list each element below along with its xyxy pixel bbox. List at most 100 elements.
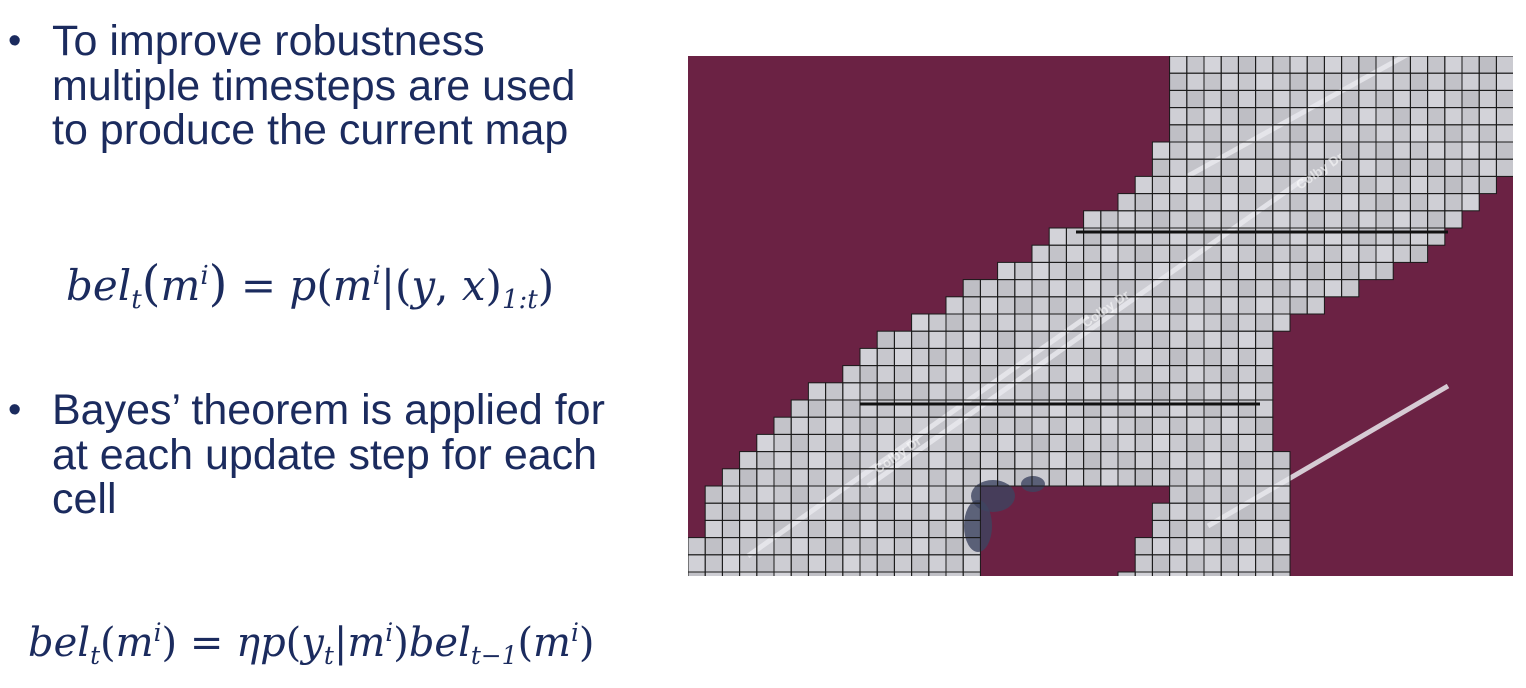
grid-cell	[1479, 56, 1497, 74]
grid-cell	[1238, 176, 1256, 194]
grid-cell	[1221, 468, 1239, 486]
grid-cell	[1186, 365, 1204, 383]
grid-cell	[1358, 193, 1376, 211]
grid-cell	[877, 520, 895, 538]
grid-cell	[946, 348, 964, 366]
grid-cell	[1204, 245, 1222, 263]
grid-cell	[1032, 262, 1050, 280]
grid-cell	[1238, 262, 1256, 280]
grid-cell	[1307, 159, 1325, 177]
grid-cell	[1238, 434, 1256, 452]
grid-cell	[1376, 176, 1394, 194]
grid-cell	[1032, 434, 1050, 452]
grid-cell-border	[1461, 193, 1480, 212]
grid-cell	[705, 572, 723, 576]
grid-cell	[928, 503, 946, 521]
grid-cell	[1186, 382, 1204, 400]
grid-cell	[1049, 262, 1067, 280]
grid-cell	[1204, 176, 1222, 194]
grid-cell	[1324, 73, 1342, 91]
grid-cell	[842, 572, 860, 576]
grid-cell	[1221, 73, 1239, 91]
grid-cell	[1358, 210, 1376, 228]
grid-cell	[1204, 73, 1222, 91]
grid-cell	[722, 537, 740, 555]
grid-cell	[1255, 572, 1273, 576]
grid-cell	[1221, 486, 1239, 504]
occupancy-grid-map: Colby Dr Colby Dr Colby Dr	[688, 56, 1513, 576]
grid-cell	[894, 486, 912, 504]
grid-cell	[1479, 73, 1497, 91]
grid-cell	[1204, 142, 1222, 160]
grid-cell	[1135, 262, 1153, 280]
grid-cell	[1393, 245, 1411, 263]
bullet-line: multiple timesteps are used	[52, 61, 576, 110]
grid-cell	[1410, 142, 1428, 160]
grid-cell	[997, 314, 1015, 332]
grid-cell	[1238, 314, 1256, 332]
grid-cell	[1049, 245, 1067, 263]
grid-cell	[1204, 107, 1222, 125]
grid-cell	[739, 503, 757, 521]
grid-cell	[894, 382, 912, 400]
grid-cell	[1307, 279, 1325, 297]
grid-cell	[928, 520, 946, 538]
grid-cell	[1272, 537, 1290, 555]
grid-cell	[877, 365, 895, 383]
grid-cell	[1272, 142, 1290, 160]
grid-lines	[688, 56, 1513, 576]
grid-cell	[1307, 124, 1325, 142]
grid-cell	[1410, 159, 1428, 177]
grid-cell	[1204, 193, 1222, 211]
grid-cell	[1479, 107, 1497, 125]
grid-cell	[808, 468, 826, 486]
grid-cell	[1135, 245, 1153, 263]
grid-cell	[928, 572, 946, 576]
grid-cell	[722, 572, 740, 576]
grid-cell	[825, 554, 843, 572]
grid-cell	[1238, 107, 1256, 125]
grid-cell	[842, 520, 860, 538]
grid-cell-border	[1427, 227, 1446, 246]
grid-cell	[1255, 451, 1273, 469]
grid-cell	[1152, 537, 1170, 555]
grid-cell	[1204, 537, 1222, 555]
grid-cell	[1444, 193, 1462, 211]
grid-cell	[1135, 176, 1153, 194]
grid-cell	[946, 503, 964, 521]
grid-cell	[1358, 159, 1376, 177]
grid-cell	[1204, 434, 1222, 452]
grid-cell	[1204, 56, 1222, 74]
grid-cell	[1186, 296, 1204, 314]
grid-cell	[1152, 193, 1170, 211]
bullet-text: To improve robustness multiple timesteps…	[52, 19, 575, 153]
grid-cell	[1238, 537, 1256, 555]
grid-cell	[791, 417, 809, 435]
grid-cell	[1066, 296, 1084, 314]
grid-cell	[1324, 176, 1342, 194]
grid-cell	[1066, 262, 1084, 280]
grid-cell	[1462, 159, 1480, 177]
grid-cell	[1083, 417, 1101, 435]
grid-cell	[1083, 279, 1101, 297]
grid-cell	[1290, 124, 1308, 142]
grid-cell-border	[962, 571, 981, 576]
grid-cell	[842, 365, 860, 383]
grid-cell	[825, 417, 843, 435]
grid-cell	[808, 382, 826, 400]
grid-cell	[1376, 73, 1394, 91]
grid-cell	[1186, 56, 1204, 74]
grid-cell	[791, 468, 809, 486]
grid-cell	[1118, 451, 1136, 469]
grid-cell	[1496, 90, 1513, 108]
grid-cell	[1376, 210, 1394, 228]
grid-cell	[860, 382, 878, 400]
grid-cell	[1169, 365, 1187, 383]
grid-cell	[1427, 90, 1445, 108]
grid-cell	[1118, 572, 1136, 576]
grid-cell	[1238, 417, 1256, 435]
grid-cell	[1204, 210, 1222, 228]
grid-cell	[1186, 262, 1204, 280]
grid-cell	[1221, 382, 1239, 400]
grid-cell	[1462, 124, 1480, 142]
